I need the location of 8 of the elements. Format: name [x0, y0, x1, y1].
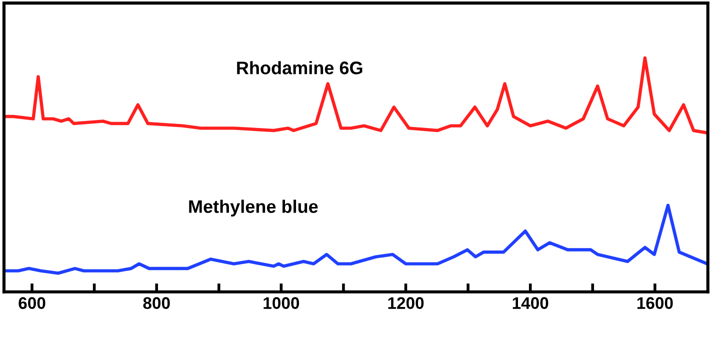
x-tick-label: 800 [143, 297, 170, 309]
series-label: Rhodamine 6G [237, 61, 362, 74]
x-tick-label: 1000 [264, 297, 300, 309]
x-tick-label: 600 [18, 297, 46, 309]
text: Methylene blue [189, 200, 318, 217]
x-tick-label: 1400 [512, 297, 548, 309]
x-tick-label: 1600 [637, 297, 673, 309]
x-tick-label: 1200 [388, 297, 424, 309]
